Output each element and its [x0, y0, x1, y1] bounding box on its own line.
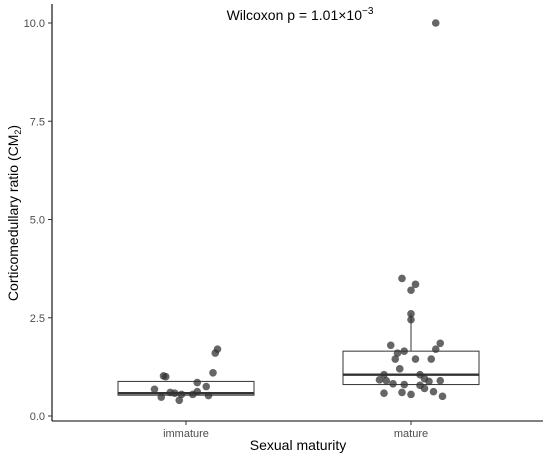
data-point — [380, 389, 388, 398]
data-point — [411, 355, 420, 363]
box-immature — [117, 380, 255, 396]
data-point — [161, 372, 170, 381]
data-point — [427, 355, 436, 363]
data-point — [400, 347, 409, 355]
data-point — [438, 392, 447, 401]
data-point — [177, 390, 186, 399]
data-point — [202, 382, 211, 391]
data-point — [411, 280, 420, 289]
y-tick-label: 2.5 — [30, 313, 45, 325]
data-point — [150, 385, 159, 394]
y-tick-label: 0.0 — [30, 411, 45, 423]
data-point — [157, 393, 166, 401]
data-point — [389, 379, 397, 388]
data-point — [393, 349, 402, 357]
y-tick-label: 7.5 — [30, 116, 45, 128]
data-point — [380, 370, 388, 379]
data-point — [209, 368, 217, 377]
data-point — [407, 315, 415, 324]
box-mature — [342, 313, 480, 386]
data-point — [391, 355, 400, 363]
data-point — [429, 387, 438, 396]
data-point — [204, 391, 213, 400]
data-point — [425, 377, 433, 386]
data-point — [398, 388, 406, 397]
y-ticks: 0.0 2.5 5.0 7.5 10.0 — [24, 18, 52, 423]
data-point — [382, 376, 391, 385]
wilcoxon-annotation: Wilcoxon p = 1.01×10−3 — [227, 6, 374, 23]
x-axis-title: Sexual maturity — [250, 437, 346, 453]
data-point — [170, 389, 179, 398]
x-tick-label-mature: mature — [394, 428, 428, 440]
x-ticks: immature mature — [163, 421, 428, 440]
x-tick-label-immature: immature — [163, 428, 209, 440]
data-point — [420, 384, 429, 393]
data-point — [407, 390, 415, 399]
data-point — [431, 345, 440, 353]
y-axis: 0.0 2.5 5.0 7.5 10.0 — [24, 4, 53, 423]
data-point — [431, 19, 440, 27]
data-points — [150, 19, 447, 405]
y-tick-label: 5.0 — [30, 215, 45, 227]
wilcoxon-exponent: −3 — [362, 6, 374, 17]
data-point — [386, 341, 395, 350]
data-point — [211, 349, 220, 357]
data-point — [188, 390, 197, 399]
boxes — [117, 313, 480, 396]
data-point — [407, 286, 415, 295]
x-axis: immature mature — [52, 420, 543, 440]
data-point — [436, 376, 445, 385]
data-point — [175, 396, 184, 405]
data-point — [375, 376, 384, 384]
y-axis-title: Corticomedullary ratio (CM2) — [5, 125, 23, 301]
data-point — [407, 310, 415, 318]
y-axis-title-subscript: 2 — [13, 130, 23, 135]
data-point — [193, 378, 202, 387]
data-point — [395, 365, 404, 373]
data-point — [436, 339, 445, 348]
y-tick-label: 10.0 — [24, 18, 45, 30]
data-point — [400, 380, 409, 389]
data-point — [398, 274, 406, 283]
box-iqr — [342, 350, 480, 386]
